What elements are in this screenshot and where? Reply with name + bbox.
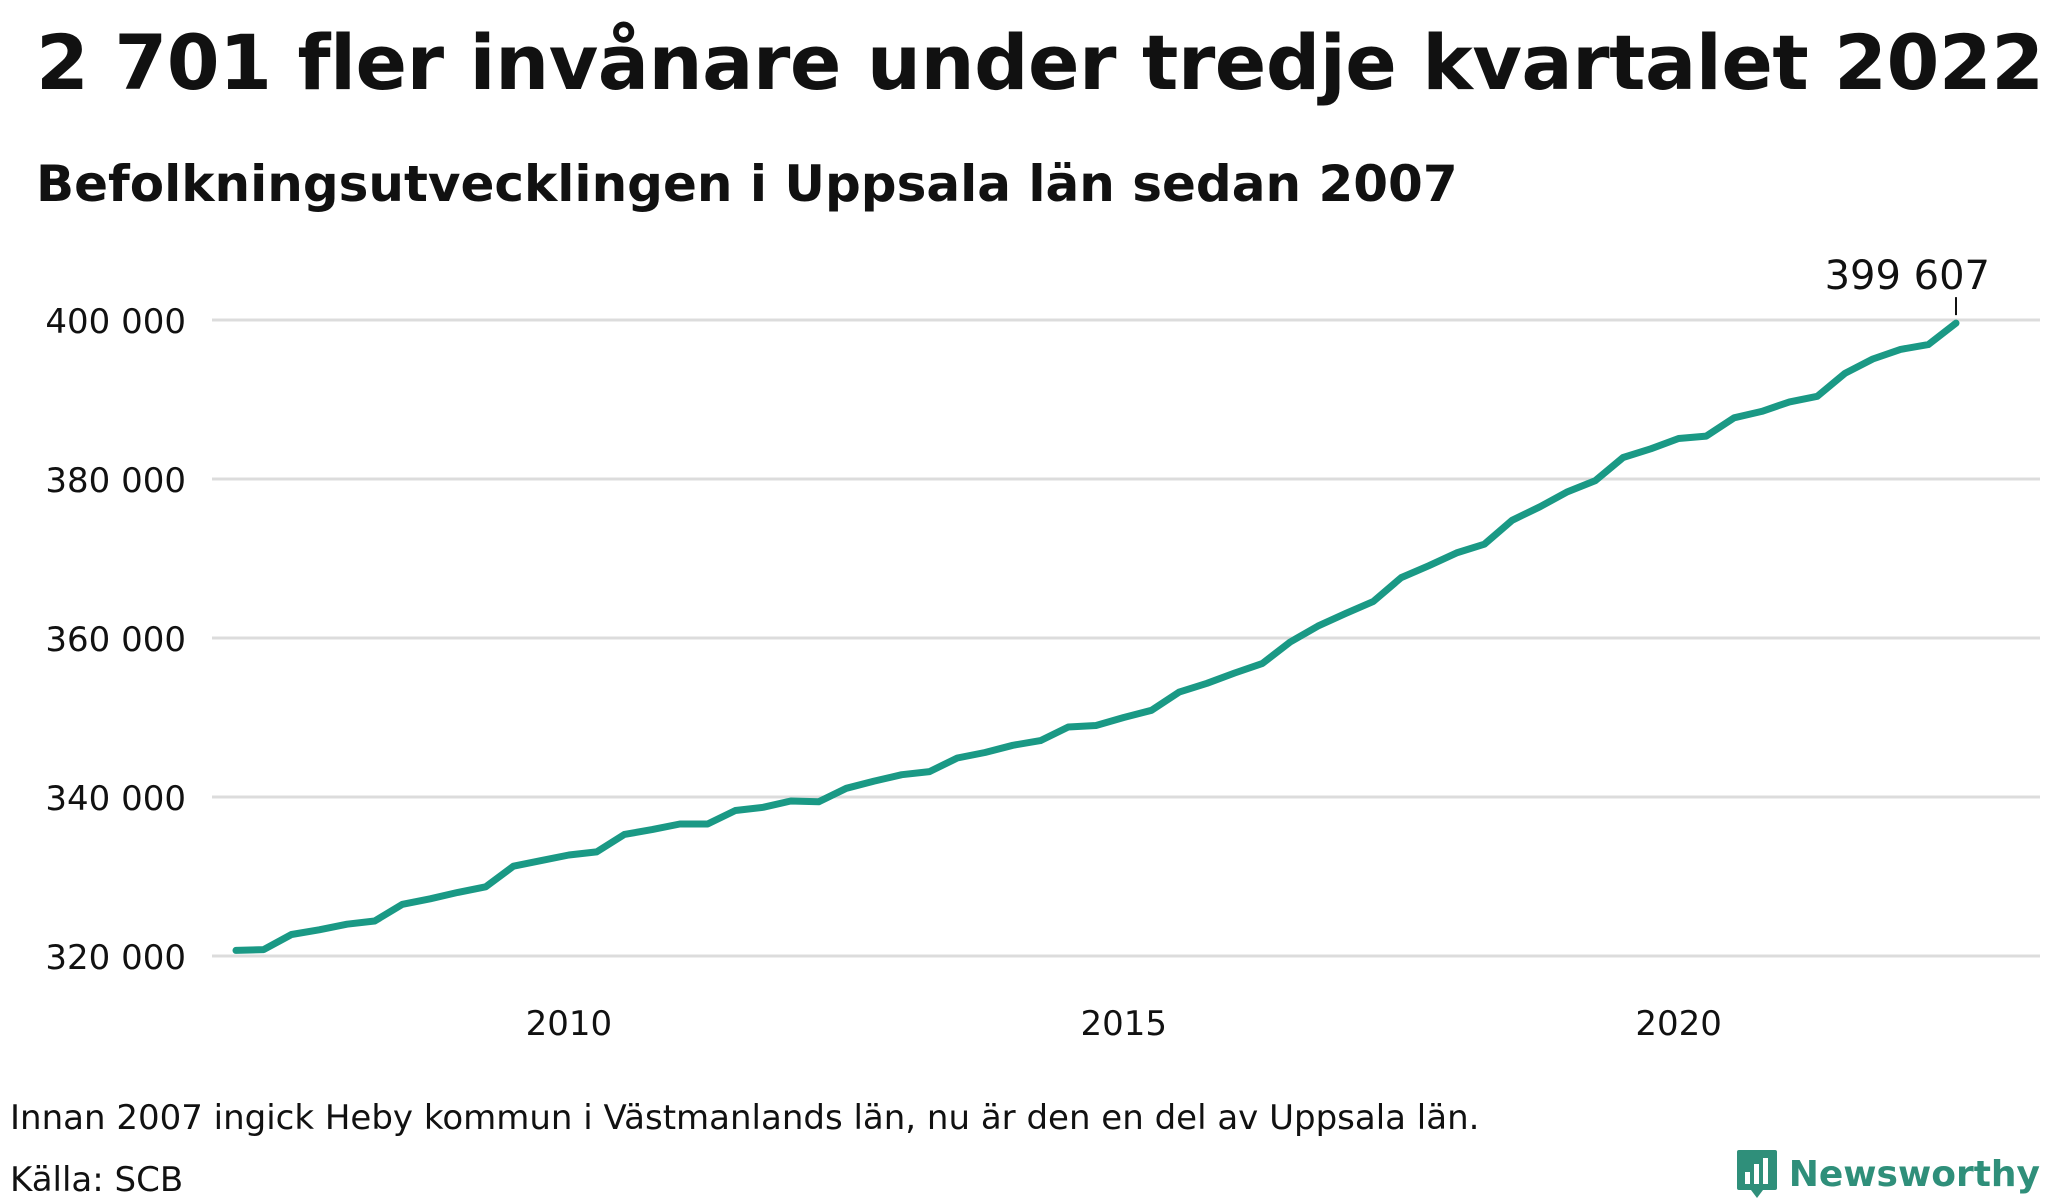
annotation-layer: 399 607 [1825, 253, 1990, 316]
brand-logo[interactable]: Newsworthy [1735, 1148, 2040, 1200]
last-value-label: 399 607 [1825, 253, 1990, 299]
y-tick-label: 340 000 [45, 779, 186, 819]
line-chart: 320 000 340 000 360 000 380 000 400 000 2010… [45, 253, 2040, 1044]
gridlines [212, 318, 2040, 958]
y-tick-label: 320 000 [45, 938, 186, 978]
source-note: Källa: SCB [10, 1160, 184, 1200]
y-axis-ticks: 320 000 340 000 360 000 380 000 400 000 [45, 302, 186, 978]
bar-chart-icon [1736, 1150, 1777, 1198]
series-line [232, 319, 1960, 954]
chart-subtitle: Befolkningsutvecklingen i Uppsala län se… [36, 155, 1458, 213]
y-tick-label: 380 000 [45, 461, 186, 501]
footnote: Innan 2007 ingick Heby kommun i Västmanl… [10, 1098, 1480, 1138]
chart-title: 2 701 fler invånare under tredje kvartal… [36, 18, 2044, 107]
series-layer [232, 319, 1960, 954]
x-tick-label: 2010 [526, 1004, 613, 1044]
x-tick-label: 2015 [1080, 1004, 1167, 1044]
y-tick-label: 360 000 [45, 620, 186, 660]
x-axis-ticks: 2010 2015 2020 [526, 1004, 1722, 1044]
y-tick-label: 400 000 [45, 302, 186, 342]
brand-name: Newsworthy [1788, 1153, 2040, 1195]
x-tick-label: 2020 [1635, 1004, 1722, 1044]
